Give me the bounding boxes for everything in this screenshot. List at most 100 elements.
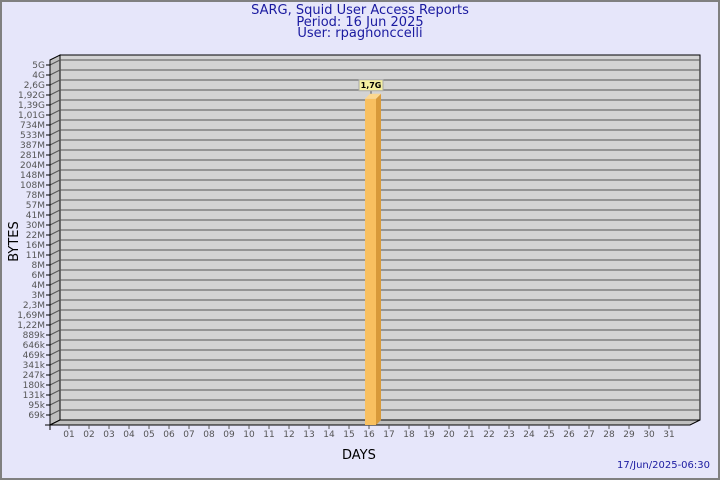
data-label-box: [358, 79, 384, 92]
y-tick-label: 1,01G: [18, 111, 45, 121]
grid-line-side: [49, 199, 61, 206]
x-tick-label: 07: [183, 430, 194, 440]
grid-line-side: [49, 119, 61, 126]
grid-line-side: [49, 329, 61, 336]
y-tick-label: 95k: [28, 401, 45, 411]
x-tick-label: 16: [363, 430, 375, 440]
x-tick-label: 13: [303, 430, 314, 440]
grid-line-side: [49, 339, 61, 346]
grid-line-side: [49, 369, 61, 376]
grid-line-side: [49, 399, 61, 406]
y-tick-label: 469k: [23, 351, 46, 361]
x-tick-label: 01: [63, 430, 74, 440]
x-tick-label: 05: [143, 430, 154, 440]
grid-line-side: [49, 99, 61, 106]
y-tick-label: 889k: [23, 331, 46, 341]
x-tick-label: 27: [583, 430, 594, 440]
y-tick-label: 533M: [20, 131, 45, 141]
grid-line-side: [49, 179, 61, 186]
x-tick-label: 18: [403, 430, 415, 440]
x-tick-label: 04: [123, 430, 135, 440]
grid-line-side: [49, 289, 61, 296]
grid-line-side: [49, 79, 61, 86]
y-tick-label: 204M: [20, 161, 45, 171]
grid-line-side: [49, 189, 61, 196]
x-tick-label: 10: [243, 430, 255, 440]
y-tick-label: 57M: [26, 201, 45, 211]
x-tick-label: 23: [503, 430, 514, 440]
y-tick-label: 387M: [20, 141, 45, 151]
y-tick-label: 2,3M: [23, 301, 45, 311]
x-tick-label: 25: [543, 430, 554, 440]
grid-line-side: [49, 319, 61, 326]
x-axis-label: DAYS: [342, 448, 376, 463]
bar-day-16: [365, 98, 376, 426]
y-tick-label: 16M: [26, 241, 45, 251]
x-tick-label: 08: [203, 430, 215, 440]
grid-line-side: [49, 229, 61, 236]
y-tick-label: 1,92G: [18, 91, 45, 101]
x-tick-label: 15: [343, 430, 354, 440]
x-tick-label: 06: [163, 430, 175, 440]
y-tick-label: 3M: [32, 291, 46, 301]
grid-line-side: [49, 269, 61, 276]
grid-line-side: [49, 59, 61, 66]
y-tick-label: 247k: [23, 371, 46, 381]
y-tick-label: 30M: [26, 221, 45, 231]
chart-title: SARG, Squid User Access Reports: [251, 3, 469, 18]
y-tick-label: 1,39G: [18, 101, 45, 111]
generated-timestamp: 17/Jun/2025-06:30: [617, 460, 710, 471]
y-tick-label: 2,6G: [24, 81, 45, 91]
x-tick-label: 24: [523, 430, 535, 440]
chart-user: User: rpagnonccelli: [297, 26, 423, 41]
grid-line-side: [49, 219, 61, 226]
y-tick-label: 734M: [20, 121, 45, 131]
x-tick-label: 12: [283, 430, 294, 440]
y-tick-label: 11M: [26, 251, 45, 261]
grid-line-side: [49, 379, 61, 386]
x-tick-label: 20: [443, 430, 455, 440]
grid-line-side: [49, 239, 61, 246]
y-tick-label: 1,69M: [17, 311, 45, 321]
grid-line-side: [49, 149, 61, 156]
x-tick-label: 28: [603, 430, 615, 440]
grid-line-side: [49, 259, 61, 266]
grid-line-side: [49, 89, 61, 96]
y-tick-label: 22M: [26, 231, 45, 241]
grid-line-side: [49, 249, 61, 256]
grid-line-side: [49, 279, 61, 286]
x-tick-label: 17: [383, 430, 394, 440]
grid-line-side: [49, 209, 61, 216]
y-tick-label: 108M: [20, 181, 45, 191]
x-tick-label: 26: [563, 430, 575, 440]
y-tick-label: 131k: [23, 391, 46, 401]
y-tick-label: 5G: [32, 61, 45, 71]
grid-line-side: [49, 389, 61, 396]
grid-line-side: [49, 139, 61, 146]
y-tick-label: 78M: [26, 191, 45, 201]
y-tick-label: 180k: [23, 381, 46, 391]
x-tick-label: 03: [103, 430, 114, 440]
y-tick-label: 148M: [20, 171, 45, 181]
grid-line-side: [49, 129, 61, 136]
y-tick-label: 41M: [26, 211, 45, 221]
x-tick-label: 14: [323, 430, 335, 440]
grid-line-side: [49, 309, 61, 316]
bar-top-day-16: [365, 93, 381, 99]
grid-line-side: [49, 299, 61, 306]
x-tick-label: 11: [263, 430, 274, 440]
grid-line-side: [49, 109, 61, 116]
data-label: 1,7G: [361, 81, 382, 90]
grid-line-side: [49, 359, 61, 366]
grid-line-side: [49, 159, 61, 166]
bar-side-day-16: [376, 93, 381, 425]
chart-period: Period: 16 Jun 2025: [296, 15, 424, 30]
x-tick-label: 22: [483, 430, 494, 440]
grid-line-side: [49, 169, 61, 176]
y-tick-label: 341k: [23, 361, 46, 371]
x-tick-label: 02: [83, 430, 94, 440]
x-tick-label: 30: [643, 430, 655, 440]
y-tick-label: 4M: [32, 281, 46, 291]
y-tick-label: 1,22M: [17, 321, 45, 331]
y-tick-label: 281M: [20, 151, 45, 161]
